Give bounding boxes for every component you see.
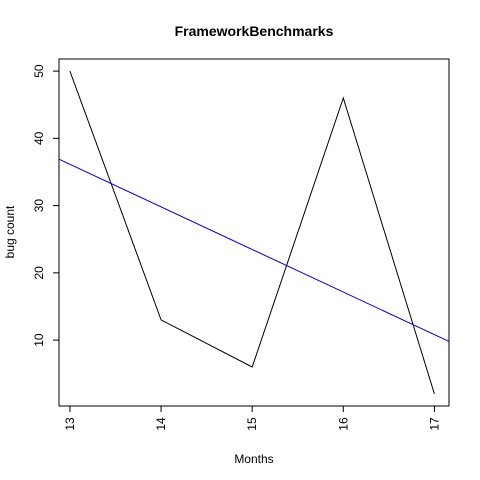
x-tick-label: 17 [427, 417, 441, 431]
y-tick-label: 30 [32, 199, 46, 213]
y-tick-label: 40 [32, 131, 46, 145]
series-line [69, 70, 435, 395]
x-axis-label: Months [234, 452, 273, 466]
plot-layer: 13 14 15 16 17 10 20 30 40 50 [32, 64, 450, 431]
trend-line [58, 158, 450, 342]
y-tick-label: 50 [32, 64, 46, 78]
y-tick-label: 20 [32, 266, 46, 280]
y-axis-label: bug count [3, 205, 17, 258]
y-tick-label: 10 [32, 333, 46, 347]
x-tick-label: 15 [245, 417, 259, 431]
x-tick-label: 14 [154, 417, 168, 431]
x-tick-label: 13 [63, 417, 77, 431]
plot-frame [58, 58, 450, 407]
x-tick-label: 16 [336, 417, 350, 431]
chart-title: FrameworkBenchmarks [175, 23, 334, 39]
